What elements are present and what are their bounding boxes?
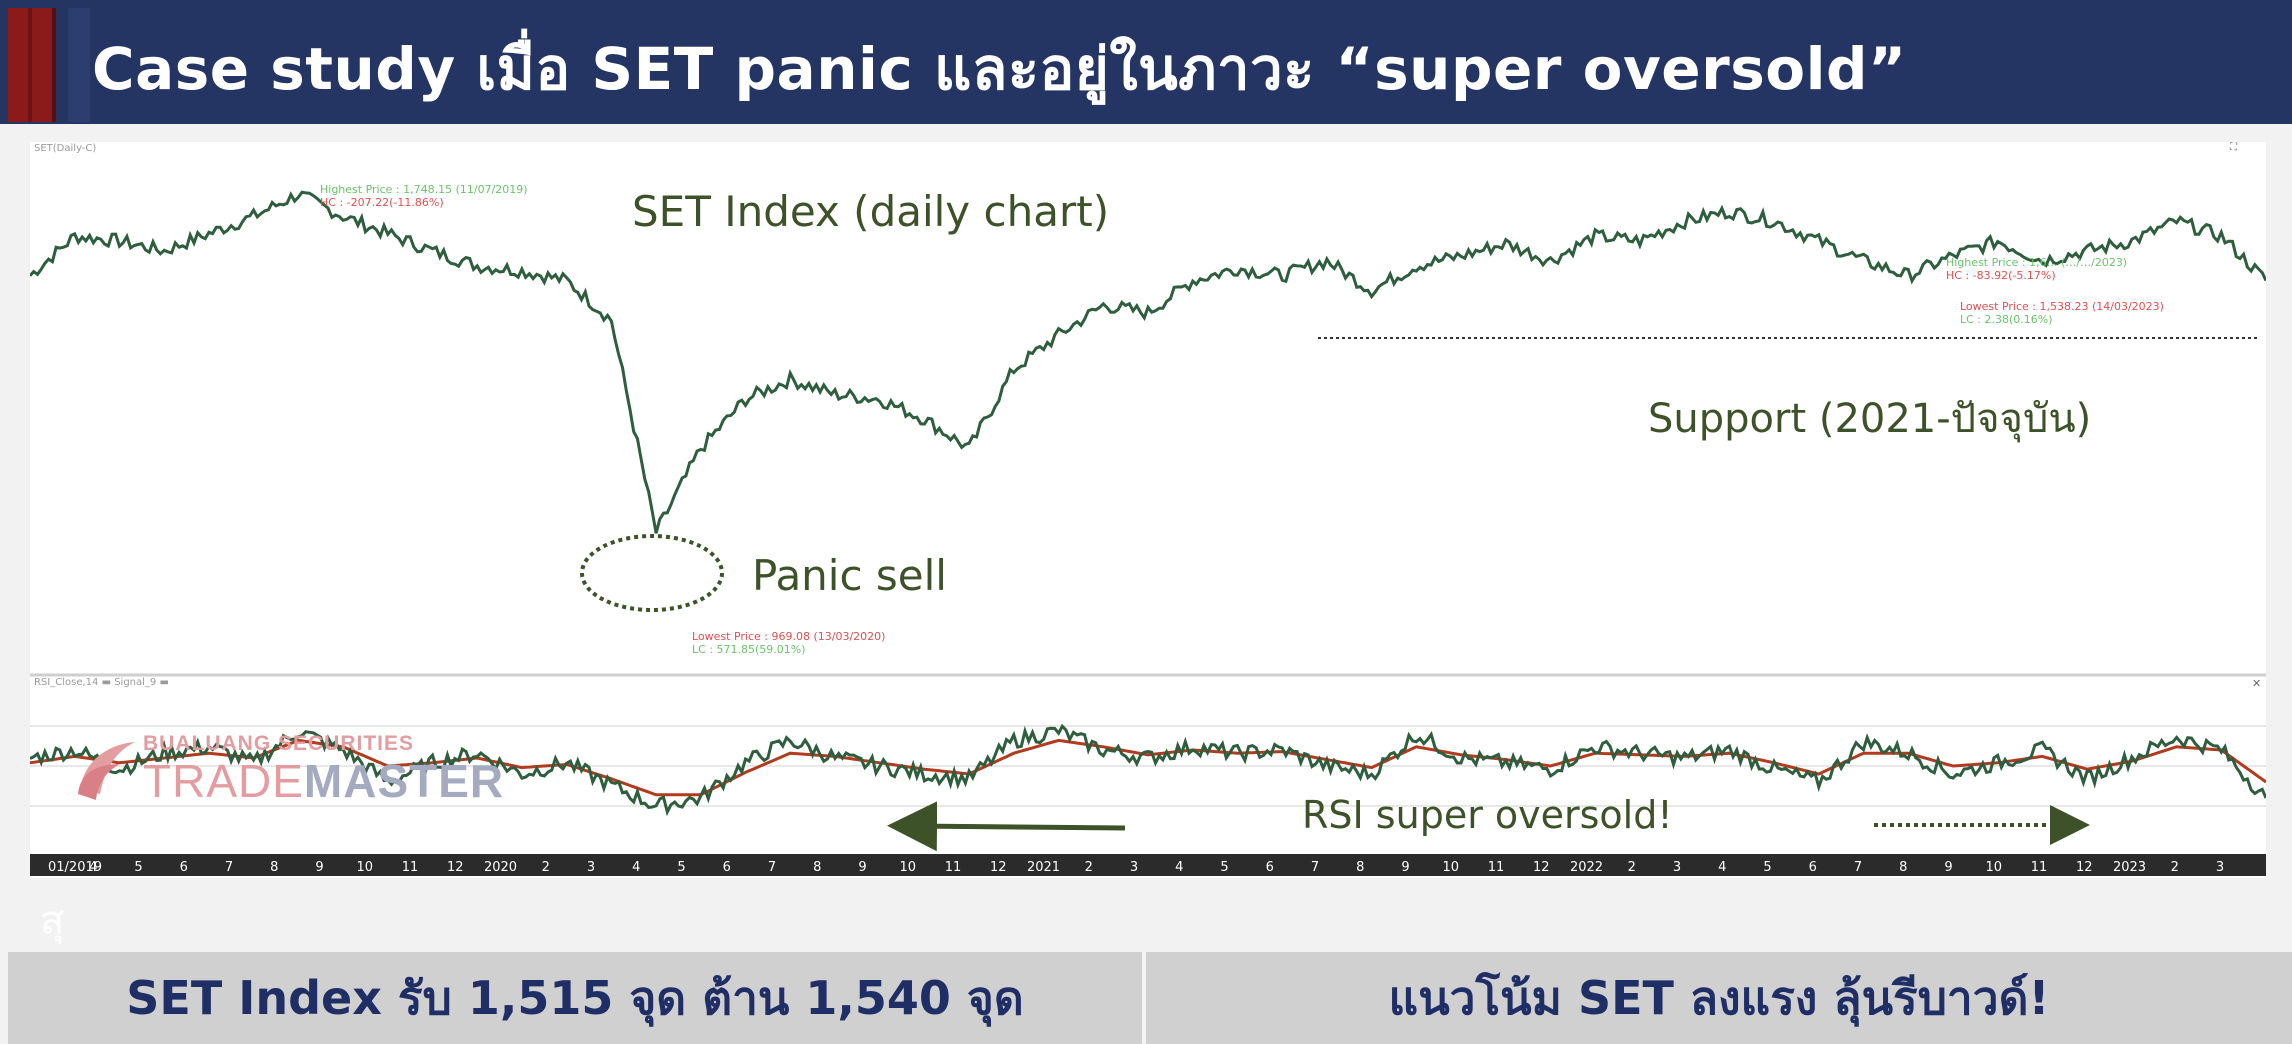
x-tick-label: 3 — [1130, 860, 1138, 875]
chart-svg: SET(Daily-C) ⛶ SET Index (daily chart) P… — [30, 142, 2266, 876]
x-tick-label: 9 — [1401, 860, 1409, 875]
rsi-series-line — [30, 723, 2266, 817]
x-tick-label: 4 — [1175, 860, 1183, 875]
support-label: Support (2021-ปัจจุบัน) — [1648, 396, 2091, 443]
rsi-legend-label: RSI_Close,14 ▬ Signal_9 ▬ — [34, 677, 169, 688]
trend-text: แนวโน้ม SET ลงแรง ลุ้นรีบาวด์! — [1388, 970, 2050, 1025]
chart-footer — [30, 878, 2266, 938]
x-tick-label: 4 — [89, 860, 97, 875]
x-tick-label: 3 — [2216, 860, 2224, 875]
x-tick-label: 3 — [587, 860, 595, 875]
x-tick-label: 11 — [945, 860, 962, 875]
x-tick-label: 6 — [723, 860, 731, 875]
x-tick-label: 6 — [180, 860, 188, 875]
x-tick-label: 7 — [1854, 860, 1862, 875]
title-bar: Case study เมื่อ SET panic และอยู่ในภาวะ… — [0, 0, 2292, 124]
chart-title: SET Index (daily chart) — [632, 187, 1109, 236]
panic-sell-label: Panic sell — [752, 551, 947, 600]
x-tick-label: 3 — [1673, 860, 1681, 875]
x-tick-label: 9 — [858, 860, 866, 875]
left-arrow — [887, 801, 1126, 852]
x-tick-label: 12 — [2076, 860, 2093, 875]
x-tick-label: 8 — [813, 860, 821, 875]
logo-line1: BUALUANG SECURITIES — [143, 732, 415, 755]
x-tick-label: 11 — [2031, 860, 2048, 875]
x-tick-label: 12 — [990, 860, 1007, 875]
x-tick-label: 2020 — [484, 860, 517, 875]
x-tick-label: 2 — [2171, 860, 2179, 875]
x-axis-bar — [30, 854, 2266, 876]
logo-mark-icon — [78, 742, 135, 800]
x-tick-label: 2023 — [2113, 860, 2146, 875]
page-title: Case study เมื่อ SET panic และอยู่ในภาวะ… — [92, 35, 1907, 103]
x-tick-label: 7 — [225, 860, 233, 875]
x-tick-label: 11 — [402, 860, 419, 875]
x-tick-label: 6 — [1809, 860, 1817, 875]
x-tick-label: 4 — [632, 860, 640, 875]
logo-line2-a: TRADE — [143, 755, 304, 807]
expand-icon[interactable]: ⛶ — [2229, 142, 2238, 153]
x-tick-label: 10 — [356, 860, 373, 875]
x-tick-label: 7 — [1311, 860, 1319, 875]
x-tick-label: 2 — [1628, 860, 1636, 875]
highest-2023-label: Highest Price : 1,6… (…/…/2023) — [1946, 256, 2127, 269]
x-tick-label: 9 — [315, 860, 323, 875]
x-tick-label: 5 — [1763, 860, 1771, 875]
highest-2023-change-label: HC : -83.92(-5.17%) — [1946, 269, 2056, 282]
trademaster-logo: BUALUANG SECURITIES TRADEMASTER — [70, 732, 560, 812]
lowest-price-label: Lowest Price : 969.08 (13/03/2020) — [692, 630, 885, 643]
lowest-2023-label: Lowest Price : 1,538.23 (14/03/2023) — [1960, 300, 2164, 313]
x-tick-label: 5 — [1220, 860, 1228, 875]
lowest-2023-change-label: LC : 2.38(0.16%) — [1960, 313, 2053, 326]
chart-panel: SET(Daily-C) ⛶ SET Index (daily chart) P… — [30, 142, 2266, 878]
x-tick-label: 4 — [1718, 860, 1726, 875]
x-tick-label: 5 — [134, 860, 142, 875]
x-tick-label: 10 — [899, 860, 916, 875]
title-stripe — [68, 8, 90, 122]
support-resistance-box: SET Index รับ 1,515 จุด ต้าน 1,540 จุด — [8, 952, 1142, 1044]
x-tick-label: 2022 — [1570, 860, 1603, 875]
x-tick-label: 9 — [1944, 860, 1952, 875]
x-tick-label: 2021 — [1027, 860, 1060, 875]
logo-line2: TRADEMASTER — [143, 754, 504, 808]
price-legend-label: SET(Daily-C) — [34, 143, 96, 154]
x-tick-label: 01/2019 — [48, 860, 102, 875]
highest-price-label: Highest Price : 1,748.15 (11/07/2019) — [320, 183, 528, 196]
title-accent — [8, 8, 68, 122]
x-tick-label: 12 — [1533, 860, 1550, 875]
x-tick-label: 8 — [1899, 860, 1907, 875]
logo-line2-b: MASTER — [303, 755, 505, 807]
lowest-change-label: LC : 571.85(59.01%) — [692, 643, 806, 656]
corner-glyph: สุ — [40, 898, 65, 944]
x-tick-label: 2 — [1085, 860, 1093, 875]
trend-box: แนวโน้ม SET ลงแรง ลุ้นรีบาวด์! — [1146, 952, 2292, 1044]
rsi-oversold-label: RSI super oversold! — [1302, 793, 1673, 837]
x-tick-label: 2 — [542, 860, 550, 875]
x-tick-label: 12 — [447, 860, 464, 875]
support-resistance-text: SET Index รับ 1,515 จุด ต้าน 1,540 จุด — [126, 970, 1024, 1025]
close-pane-icon[interactable]: ✕ — [2252, 677, 2261, 690]
x-tick-label: 8 — [1356, 860, 1364, 875]
x-tick-label: 10 — [1442, 860, 1459, 875]
x-tick-label: 5 — [677, 860, 685, 875]
x-tick-label: 8 — [270, 860, 278, 875]
price-series-line — [30, 190, 2266, 534]
x-tick-label: 10 — [1985, 860, 2002, 875]
highest-change-label: HC : -207.22(-11.86%) — [320, 196, 444, 209]
x-tick-label: 7 — [768, 860, 776, 875]
x-tick-label: 6 — [1266, 860, 1274, 875]
x-tick-label: 11 — [1488, 860, 1505, 875]
panic-ellipse — [580, 534, 724, 612]
